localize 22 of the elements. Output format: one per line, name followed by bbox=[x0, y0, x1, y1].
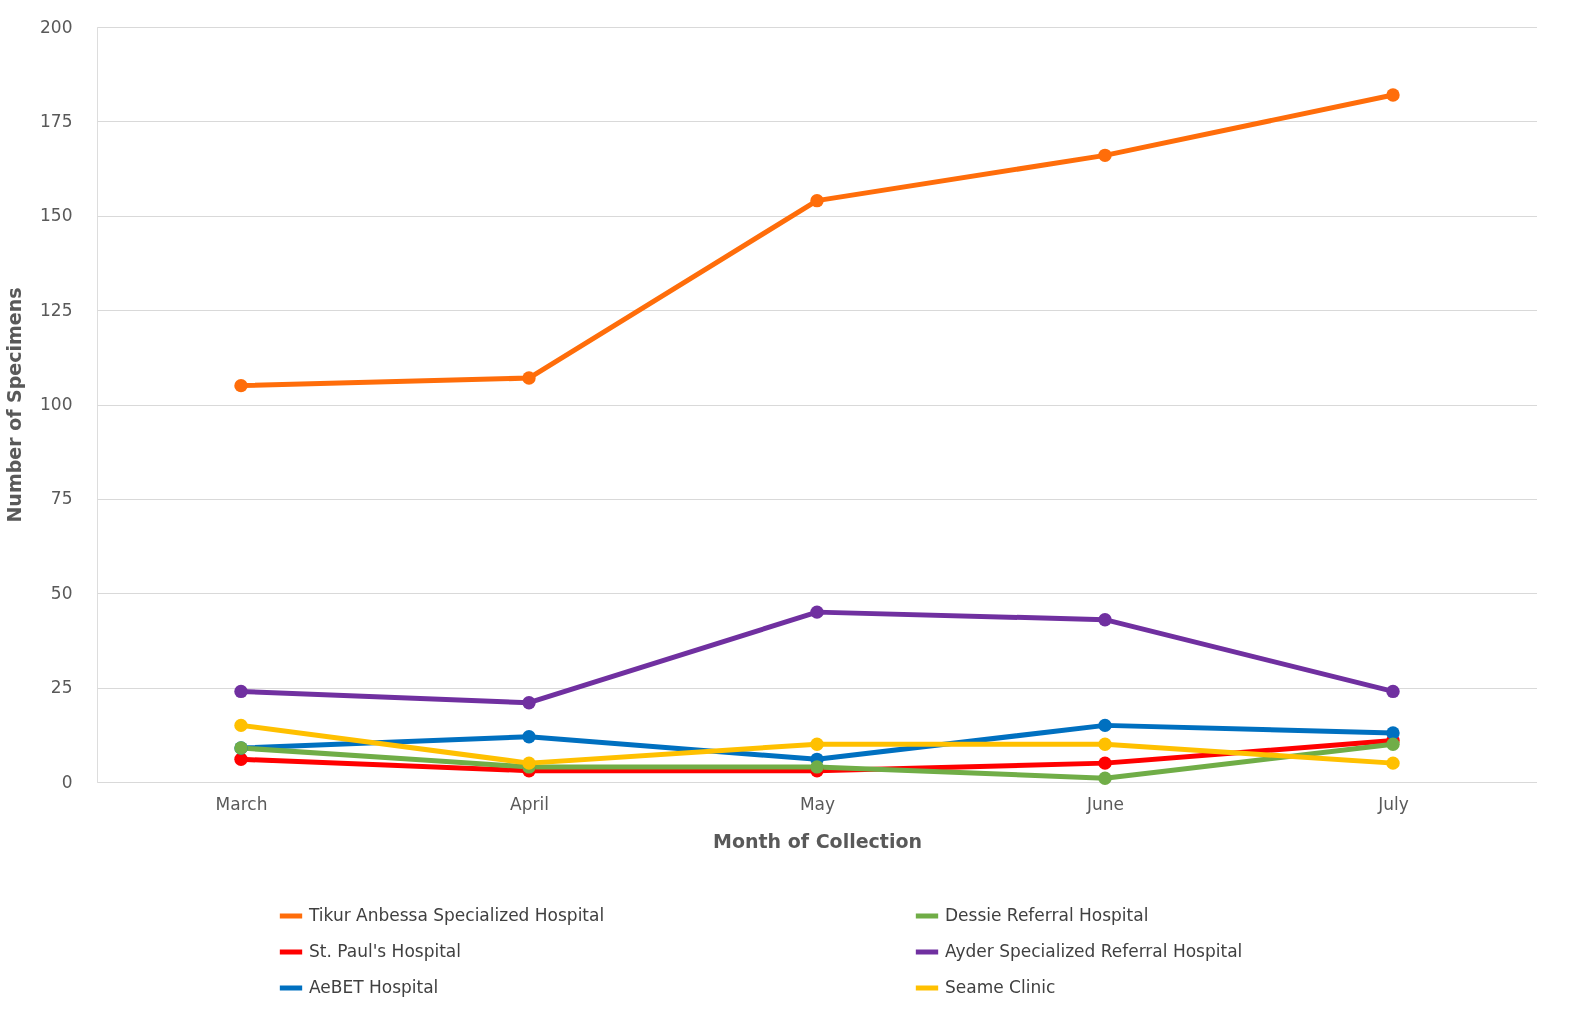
y-tick-label: 150 bbox=[40, 205, 73, 226]
x-tick-label: March bbox=[215, 793, 268, 814]
legend-label: Dessie Referral Hospital bbox=[945, 905, 1149, 925]
legend-label: Tikur Anbessa Specialized Hospital bbox=[308, 905, 605, 925]
legend-label: Seame Clinic bbox=[945, 977, 1056, 997]
x-tick-label: May bbox=[799, 793, 836, 814]
y-tick-label: 200 bbox=[40, 16, 73, 37]
y-tick-label: 25 bbox=[50, 677, 73, 698]
legend-label: AeBET Hospital bbox=[309, 977, 439, 997]
x-tick-label: April bbox=[510, 793, 549, 814]
y-tick-label: 0 bbox=[61, 771, 73, 792]
y-axis-title: Number of Specimens bbox=[3, 287, 26, 523]
y-tick-label: 50 bbox=[50, 582, 73, 603]
x-axis-title: Month of Collection bbox=[713, 829, 922, 852]
y-tick-label: 75 bbox=[50, 488, 73, 509]
legend-label: St. Paul's Hospital bbox=[309, 941, 461, 961]
x-tick-label: June bbox=[1085, 793, 1125, 814]
y-tick-label: 100 bbox=[40, 394, 73, 414]
y-tick-label: 175 bbox=[40, 110, 73, 131]
x-tick-label: July bbox=[1377, 793, 1409, 814]
legend-label: Ayder Specialized Referral Hospital bbox=[945, 941, 1243, 961]
y-tick-label: 125 bbox=[40, 299, 73, 320]
